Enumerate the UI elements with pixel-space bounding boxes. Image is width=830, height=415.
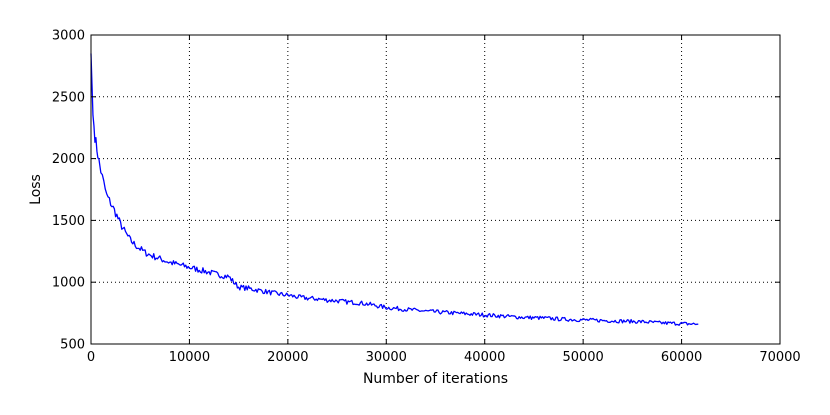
ticks: 0 10000 20000 30000 40000 50000 60000 70000 500 1… [52,29,801,366]
x-tick-label: 30000 [366,350,407,365]
y-tick-label: 2500 [52,90,85,105]
plot-frame [90,34,781,345]
series-layer [90,53,699,326]
x-tick-label: 60000 [661,350,702,365]
x-tick-label: 10000 [169,350,210,365]
x-tick-label: 20000 [267,350,308,365]
x-axis-label: Number of iterations [363,371,508,387]
x-tick-label: 40000 [464,350,505,365]
loss-series-line [90,53,699,326]
y-tick-label: 1000 [52,276,85,291]
grid [91,35,780,344]
y-tick-label: 500 [60,338,85,353]
x-tick-label: 50000 [562,350,603,365]
y-tick-label: 2000 [52,152,85,167]
x-tick-label: 70000 [759,350,800,365]
y-axis-label: Loss [28,174,44,205]
x-tick-label: 0 [87,350,95,365]
y-tick-label: 3000 [52,29,85,44]
y-tick-label: 1500 [52,214,85,229]
